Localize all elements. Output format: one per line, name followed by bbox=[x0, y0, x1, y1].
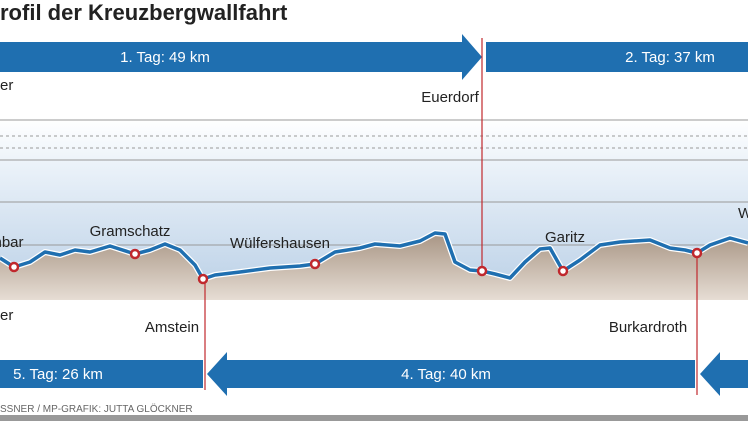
stop-markers bbox=[8, 247, 703, 285]
footer-bar bbox=[0, 415, 748, 421]
title: rofil der Kreuzbergwallfahrt bbox=[0, 0, 288, 25]
credit: SSNER / MP-GRAFIK: JUTTA GLÖCKNER bbox=[0, 403, 193, 415]
stage-lines bbox=[204, 38, 698, 395]
place: er bbox=[0, 77, 13, 94]
place: Gramschatz bbox=[90, 223, 171, 240]
stage-arrow bbox=[0, 34, 482, 80]
stage-arrow bbox=[207, 352, 695, 396]
terrain bbox=[0, 233, 748, 300]
stage-arrow bbox=[0, 360, 203, 388]
stage-label: 2. Tag: 37 km bbox=[625, 49, 715, 66]
stage-arrow bbox=[486, 42, 748, 72]
place: er bbox=[0, 307, 13, 324]
stage-label: 1. Tag: 49 km bbox=[120, 49, 210, 66]
stage-label: 5. Tag: 26 km bbox=[13, 366, 103, 383]
stage-arrow bbox=[700, 352, 748, 396]
stage-label: 4. Tag: 40 km bbox=[401, 366, 491, 383]
place: imbar bbox=[0, 234, 24, 251]
profile-line bbox=[0, 231, 748, 281]
place: Amstein bbox=[145, 319, 199, 336]
place: Wülfershausen bbox=[230, 235, 330, 252]
place: Burkardroth bbox=[609, 319, 687, 336]
place: W bbox=[738, 205, 748, 222]
place: Euerdorf bbox=[421, 89, 479, 106]
place: Garitz bbox=[545, 229, 585, 246]
